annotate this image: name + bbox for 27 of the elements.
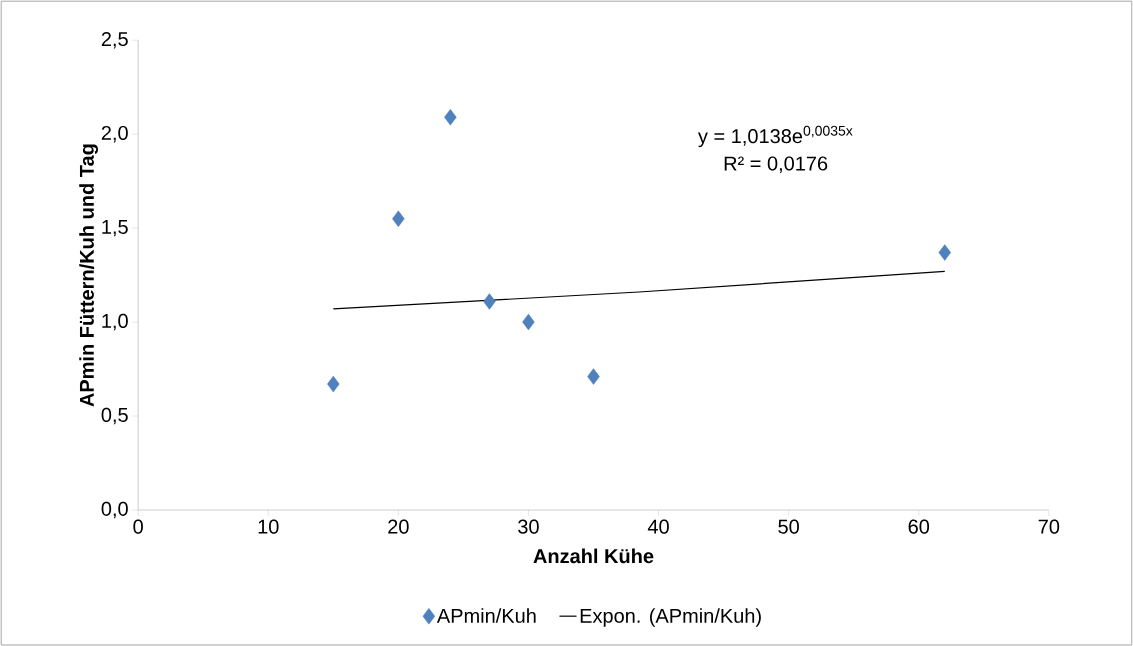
point [392,210,405,227]
y-tick-label: 0,5 [101,407,128,425]
y-axis-title: APmin Füttern/Kuh und Tag [79,144,98,407]
x-tick-label: 0 [133,519,143,534]
annotation: y = 1,0138e$^{0,0035x}$ [698,125,853,148]
x-tick-label: 30 [518,519,539,534]
y-tick-label: 2,5 [101,31,128,49]
annotation: R² = 0,0176 [724,156,828,173]
x-tick-label: 20 [388,519,409,534]
x-tick-label: 10 [258,519,279,534]
point [587,368,600,385]
x-axis-title: Anzahl Kühe [533,548,654,564]
legend-label: APmin/Kuh [436,608,536,623]
x-tick-label: 60 [908,519,930,534]
point [483,293,496,310]
x-tick-label: 40 [647,519,669,534]
x-tick-label: 70 [1038,519,1060,534]
x-tick-label: 50 [778,519,799,534]
y-tick-label: 1,5 [102,219,128,237]
legend-label: Expon. (APmin/Kuh) [580,608,761,627]
y-tick-label: 1,0 [102,313,128,331]
point [938,244,951,261]
y-tick-label: 0,0 [101,501,128,519]
point [444,108,457,126]
point [522,313,535,331]
y-tick-label: 2,0 [101,125,128,143]
point [327,375,340,393]
